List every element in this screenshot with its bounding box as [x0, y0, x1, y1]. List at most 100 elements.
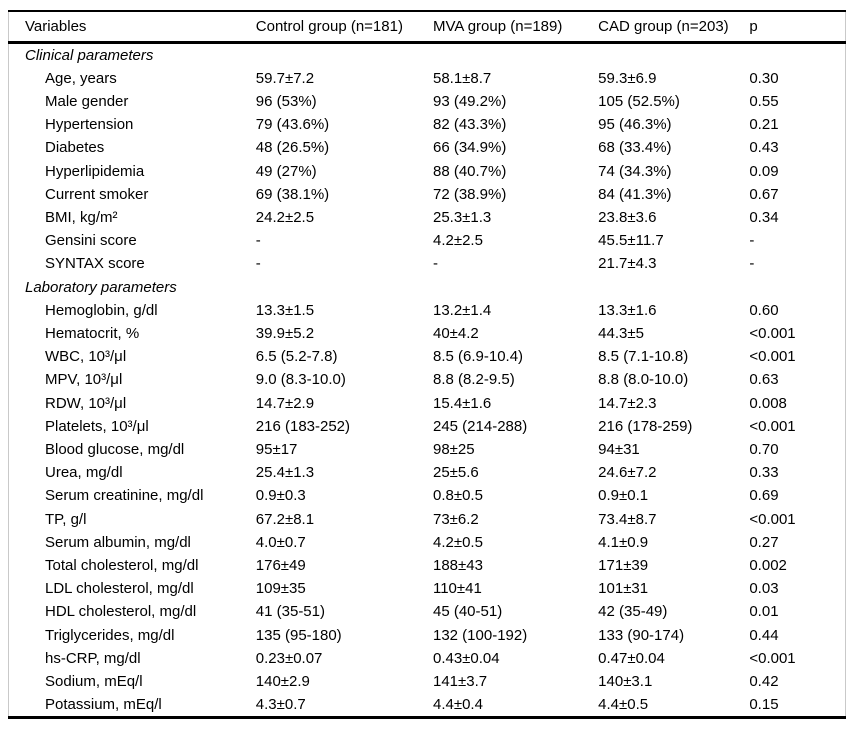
value-cell: 133 (90-174) — [598, 626, 685, 644]
value-cell: <0.001 — [749, 348, 796, 366]
value-cell: 216 (183-252) — [255, 417, 351, 435]
value-cell: 66 (34.9%) — [432, 139, 507, 157]
table-row: Urea, mg/dl 25.4±1.3 25±5.6 24.6±7.2 0.33 — [9, 461, 846, 484]
variable-label: Urea, mg/dl — [45, 464, 123, 482]
value-cell: 4.4±0.5 — [598, 696, 649, 714]
value-cell: 0.43±0.04 — [432, 649, 500, 667]
value-cell: 25.3±1.3 — [432, 208, 492, 226]
variable-label: TP, g/l — [45, 510, 87, 528]
value-cell: 216 (178-259) — [598, 417, 693, 435]
value-cell: - — [749, 232, 755, 250]
clinical-laboratory-table: Variables Control group (n=181) MVA grou… — [8, 10, 846, 720]
value-cell: 58.1±8.7 — [432, 69, 492, 87]
table-row: Age, years 59.7±7.2 58.1±8.7 59.3±6.9 0.30 — [9, 67, 846, 90]
table-row: Blood glucose, mg/dl 95±17 98±25 94±31 0.70 — [9, 438, 846, 461]
value-cell: 14.7±2.9 — [255, 394, 315, 412]
value-cell: 69 (38.1%) — [255, 185, 330, 203]
table-row: Potassium, mEq/l 4.3±0.7 4.4±0.4 4.4±0.5 0.1… — [9, 693, 846, 718]
value-cell: 24.6±7.2 — [598, 464, 657, 482]
value-cell: 0.55 — [749, 92, 779, 110]
value-cell: 39.9±5.2 — [255, 324, 315, 342]
value-cell: 110±41 — [432, 580, 482, 598]
column-header-variables: Variables — [8, 11, 256, 44]
table-row: Serum creatinine, mg/dl 0.9±0.3 0.8±0.5 0.9… — [9, 484, 846, 507]
variable-label: Platelets, 10³/μl — [45, 417, 149, 435]
value-cell: - — [255, 255, 261, 273]
variable-label: Potassium, mEq/l — [45, 696, 162, 714]
variable-label: HDL cholesterol, mg/dl — [45, 603, 197, 621]
value-cell: <0.001 — [749, 510, 796, 528]
value-cell: 13.2±1.4 — [432, 301, 492, 319]
value-cell: 67.2±8.1 — [255, 510, 315, 528]
table-body: Clinical parameters Age, years 59.7±7.2 58.… — [9, 42, 846, 718]
value-cell: 95±17 — [255, 440, 298, 458]
table-row: Hyperlipidemia 49 (27%) 88 (40.7%) 74 (34.3… — [9, 160, 846, 183]
table-row: Gensini score - 4.2±2.5 45.5±11.7 - — [9, 229, 846, 252]
value-cell: 25.4±1.3 — [255, 464, 315, 482]
value-cell: 0.008 — [749, 394, 787, 412]
table-row: Male gender 96 (53%) 93 (49.2%) 105 (52.5%)… — [9, 90, 846, 113]
column-header-p-value: p — [749, 11, 846, 44]
value-cell: 95 (46.3%) — [598, 116, 672, 134]
section-title: Laboratory parameters — [25, 278, 177, 296]
value-cell: - — [749, 255, 755, 273]
table-row: Total cholesterol, mg/dl 176±49 188±43 171±… — [9, 554, 846, 577]
value-cell: 98±25 — [432, 440, 475, 458]
table-row: Hematocrit, % 39.9±5.2 40±4.2 44.3±5 <0.001 — [9, 322, 846, 345]
table-row: HDL cholesterol, mg/dl 41 (35-51) 45 (40-5… — [9, 600, 846, 623]
value-cell: 105 (52.5%) — [598, 92, 680, 110]
value-cell: 40±4.2 — [432, 324, 479, 342]
variable-label: Hemoglobin, g/dl — [45, 301, 158, 319]
value-cell: 0.30 — [749, 69, 779, 87]
value-cell: 23.8±3.6 — [598, 208, 657, 226]
variable-label: MPV, 10³/μl — [45, 371, 123, 389]
value-cell: 84 (41.3%) — [598, 185, 672, 203]
table-row: Current smoker 69 (38.1%) 72 (38.9%) 84 (41… — [9, 183, 846, 206]
value-cell: 4.2±0.5 — [432, 533, 483, 551]
table-row: LDL cholesterol, mg/dl 109±35 110±41 101±31… — [9, 577, 846, 600]
value-cell: 188±43 — [432, 556, 483, 574]
table-row: Sodium, mEq/l 140±2.9 141±3.7 140±3.1 0.42 — [9, 670, 846, 693]
value-cell: 0.67 — [749, 185, 779, 203]
variable-label: Serum creatinine, mg/dl — [45, 487, 204, 505]
value-cell: 9.0 (8.3-10.0) — [255, 371, 346, 389]
value-cell: 132 (100-192) — [432, 626, 528, 644]
variable-label: Sodium, mEq/l — [45, 672, 143, 690]
table-row: hs-CRP, mg/dl 0.23±0.07 0.43±0.04 0.47±0.04… — [9, 647, 846, 670]
value-cell: 0.63 — [749, 371, 779, 389]
value-cell: 171±39 — [598, 556, 649, 574]
section-header-row: Clinical parameters — [9, 42, 846, 67]
value-cell: 0.09 — [749, 162, 779, 180]
value-cell: 141±3.7 — [432, 672, 488, 690]
value-cell: 6.5 (5.2-7.8) — [255, 348, 338, 366]
header-row: Variables Control group (n=181) MVA grou… — [8, 11, 846, 44]
variable-label: Triglycerides, mg/dl — [45, 626, 175, 644]
value-cell: 15.4±1.6 — [432, 394, 492, 412]
value-cell: 93 (49.2%) — [432, 92, 507, 110]
variable-label: hs-CRP, mg/dl — [45, 649, 141, 667]
value-cell: 0.23±0.07 — [255, 649, 323, 667]
value-cell: 8.5 (7.1-10.8) — [598, 348, 689, 366]
value-cell: 8.8 (8.0-10.0) — [598, 371, 689, 389]
variable-label: RDW, 10³/μl — [45, 394, 127, 412]
variable-label: WBC, 10³/μl — [45, 348, 127, 366]
value-cell: 79 (43.6%) — [255, 116, 330, 134]
value-cell: 96 (53%) — [255, 92, 317, 110]
value-cell: 0.8±0.5 — [432, 487, 483, 505]
value-cell: 135 (95-180) — [255, 626, 342, 644]
value-cell: 73±6.2 — [432, 510, 479, 528]
variable-label: Blood glucose, mg/dl — [45, 440, 185, 458]
value-cell: 4.3±0.7 — [255, 696, 306, 714]
value-cell: 59.7±7.2 — [255, 69, 315, 87]
value-cell: 0.15 — [749, 696, 779, 714]
value-cell: 13.3±1.6 — [598, 301, 657, 319]
table-row: Triglycerides, mg/dl 135 (95-180) 132 (100… — [9, 624, 846, 647]
value-cell: <0.001 — [749, 324, 796, 342]
value-cell: 25±5.6 — [432, 464, 479, 482]
variable-label: Hypertension — [45, 116, 134, 134]
value-cell: 88 (40.7%) — [432, 162, 507, 180]
variable-label: LDL cholesterol, mg/dl — [45, 580, 194, 598]
table-row: Serum albumin, mg/dl 4.0±0.7 4.2±0.5 4.1±0.… — [9, 531, 846, 554]
variable-label: Gensini score — [45, 232, 137, 250]
table-row: RDW, 10³/μl 14.7±2.9 15.4±1.6 14.7±2.3 0.008 — [9, 392, 846, 415]
